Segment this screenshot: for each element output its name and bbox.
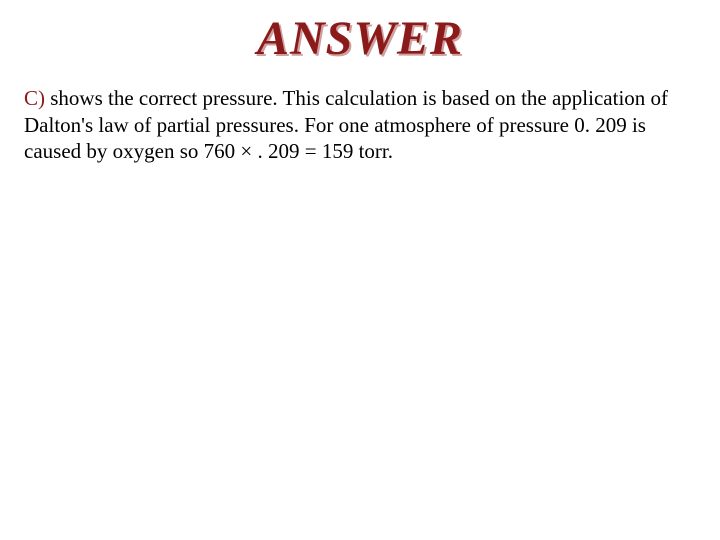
answer-key-label: C)	[24, 86, 45, 110]
answer-body: C) shows the correct pressure. This calc…	[24, 85, 696, 164]
answer-heading: ANSWER	[24, 14, 696, 64]
answer-explanation: shows the correct pressure. This calcula…	[24, 86, 668, 163]
slide-container: ANSWER C) shows the correct pressure. Th…	[0, 0, 720, 164]
